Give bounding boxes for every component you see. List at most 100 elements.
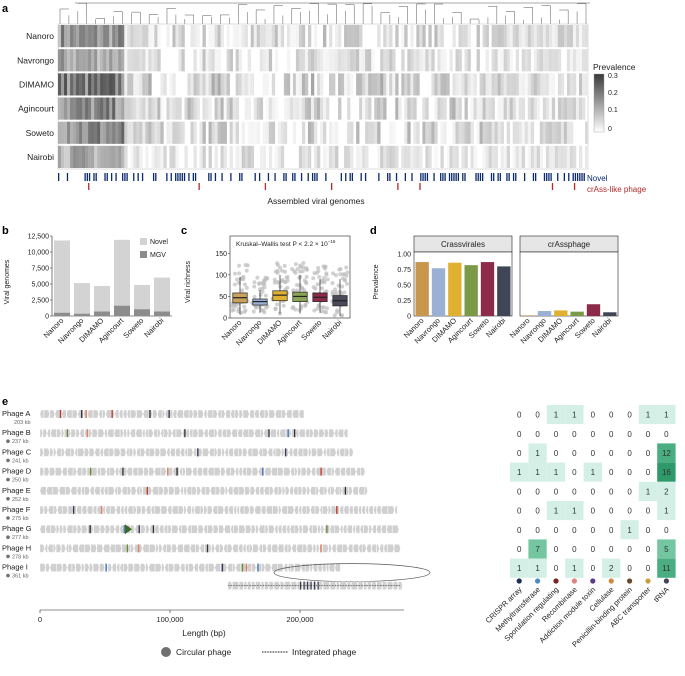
heatmap-cell — [58, 25, 62, 48]
heatmap-cell — [569, 73, 574, 96]
heatmap-cell — [94, 25, 98, 48]
gene-arrow — [255, 525, 259, 534]
heatmap-cell — [109, 49, 113, 72]
heatmap-cell — [202, 49, 206, 72]
heatmap-cell — [461, 25, 465, 48]
heatmap-cell — [181, 49, 185, 72]
gene-arrow — [368, 505, 374, 515]
heat-value: 0 — [646, 526, 651, 535]
heatmap-cell — [461, 145, 465, 168]
gene-arrow — [87, 409, 94, 419]
heatmap-cell — [67, 73, 71, 96]
heatmap-cell — [491, 73, 495, 96]
gene-arrow — [361, 505, 366, 515]
heat-value: 2 — [664, 487, 669, 496]
c-jitter-point — [290, 266, 295, 271]
heat-cell — [638, 405, 658, 425]
heatmap-cell — [85, 121, 89, 144]
heatmap-cell — [121, 145, 125, 168]
gene-arrow — [203, 525, 208, 534]
novel-genome-tick — [104, 173, 106, 181]
heatmap-cell — [319, 97, 324, 120]
heatmap-cell — [217, 73, 221, 96]
heatmap-cell — [482, 25, 486, 48]
gene-arrow — [191, 486, 197, 495]
gene-arrow — [264, 525, 269, 534]
heatmap-cell — [226, 25, 230, 48]
host-gene-arrow — [347, 581, 352, 590]
novel-genome-tick — [316, 173, 318, 181]
crass-genome-tick — [88, 183, 90, 190]
heatmap-cell — [434, 121, 438, 144]
gene-arrow — [84, 563, 90, 572]
heatmap-cell — [262, 145, 267, 168]
gene-arrow — [197, 409, 204, 419]
c-jitter-point — [322, 275, 327, 280]
gene-arrow — [269, 486, 274, 495]
gene-arrow — [62, 563, 68, 572]
gene-arrow — [302, 448, 309, 457]
gene-arrow — [189, 544, 196, 553]
novel-genome-tick — [568, 173, 570, 181]
heatmap-cell — [163, 73, 167, 96]
heatmap-cell — [154, 25, 158, 48]
gene-arrow — [193, 563, 199, 572]
heatmap-cell — [64, 121, 68, 144]
heatmap-cell — [115, 49, 119, 72]
heatmap-cell — [85, 97, 89, 120]
c-jitter-point — [275, 302, 280, 307]
heatmap-cell — [428, 49, 432, 72]
annotated-gene-mark — [111, 410, 113, 418]
d-bar-crassvirales-dimamo — [448, 262, 462, 316]
gene-arrow — [126, 467, 133, 476]
host-gene-arrow — [323, 581, 331, 590]
heat-column-dot-trna — [663, 578, 670, 584]
gene-arrow — [174, 563, 181, 572]
heatmap-cell — [64, 73, 68, 96]
gene-arrow — [274, 525, 278, 534]
heatmap-cell — [545, 73, 550, 96]
heatmap-cell — [85, 49, 89, 72]
gene-arrow — [145, 525, 150, 534]
gene-arrow — [312, 563, 318, 572]
heatmap-cell — [139, 49, 143, 72]
heatmap-cell — [359, 73, 363, 96]
c-jitter-point — [315, 282, 320, 287]
heatmap-cell — [64, 97, 68, 120]
gene-arrow — [72, 409, 78, 419]
gene-arrow — [42, 429, 48, 438]
gene-arrow — [261, 563, 266, 572]
heatmap-cell — [500, 121, 504, 144]
heatmap-cell — [133, 73, 137, 96]
gene-arrow — [184, 563, 189, 572]
c-jitter-point — [344, 273, 349, 278]
novel-genome-tick — [364, 173, 367, 181]
gene-arrow — [394, 505, 398, 515]
c-jitter-point — [231, 307, 236, 312]
gene-arrow — [339, 525, 343, 534]
gene-arrow — [289, 525, 295, 534]
gene-arrow — [277, 525, 282, 534]
c-jitter-point — [322, 309, 327, 314]
gene-arrow — [50, 429, 57, 438]
gene-arrow — [169, 448, 176, 457]
heatmap-cell — [247, 97, 252, 120]
novel-genome-tick — [550, 173, 552, 181]
annotated-gene-mark — [168, 410, 170, 418]
integrated-phage-legend-label: Integrated phage — [292, 647, 357, 657]
gene-arrow — [294, 563, 302, 572]
heatmap-cell — [353, 49, 357, 72]
heatmap-cell — [208, 49, 212, 72]
heatmap-cell — [109, 25, 113, 48]
heatmap-cell — [557, 97, 562, 120]
heatmap-cell — [458, 73, 462, 96]
heatmap-cell — [500, 49, 504, 72]
heatmap-cell — [127, 97, 131, 120]
heatmap-cell — [64, 25, 68, 48]
heatmap-cell — [569, 121, 574, 144]
gene-arrow — [172, 409, 177, 419]
heatmap-cell — [310, 121, 315, 144]
heatmap-cell — [551, 73, 556, 96]
gene-arrow — [133, 563, 141, 572]
gene-arrow — [99, 563, 105, 572]
